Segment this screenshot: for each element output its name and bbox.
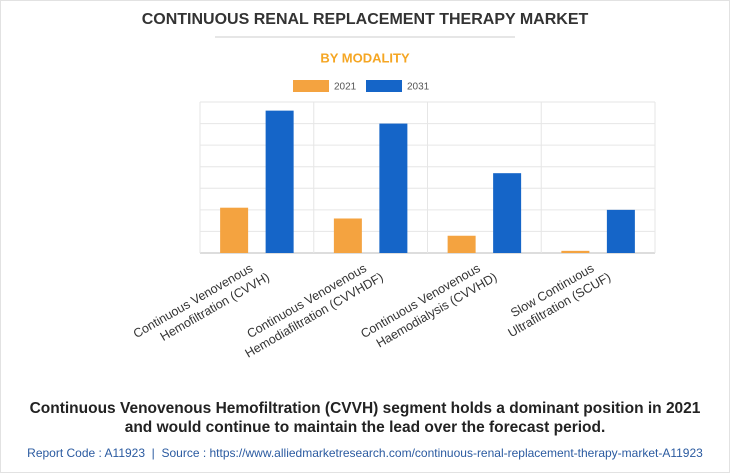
- bar: [333, 218, 362, 253]
- legend-label: 2021: [334, 82, 357, 93]
- bar: [379, 123, 408, 253]
- bar: [447, 235, 476, 253]
- caption-line: Continuous Venovenous Hemofiltration (CV…: [30, 400, 701, 417]
- legend-swatch: [366, 80, 402, 92]
- caption-line: and would continue to maintain the lead …: [125, 419, 606, 436]
- legend-label: 2031: [407, 82, 430, 93]
- bar: [265, 110, 294, 253]
- chart-title: CONTINUOUS RENAL REPLACEMENT THERAPY MAR…: [142, 11, 589, 28]
- legend-swatch: [293, 80, 329, 92]
- chart-subtitle: BY MODALITY: [320, 50, 410, 65]
- bar: [220, 207, 249, 253]
- bar: [606, 209, 635, 253]
- footer: Report Code : A11923 | Source : https://…: [27, 446, 703, 460]
- bar: [493, 173, 522, 253]
- bar: [561, 250, 590, 253]
